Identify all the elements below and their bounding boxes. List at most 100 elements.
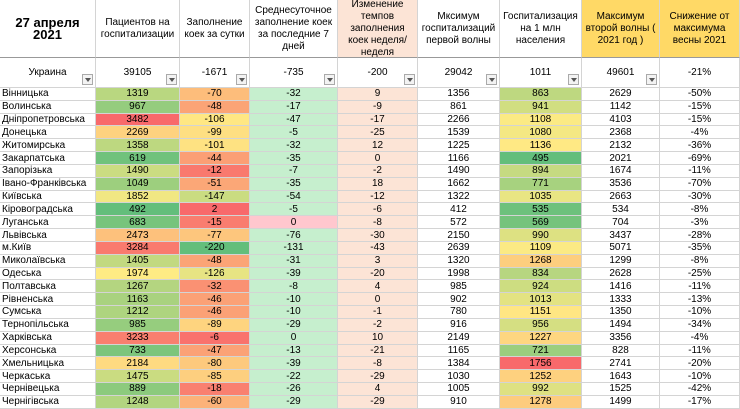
- cell-value: 910: [418, 395, 500, 409]
- cell-value: -10%: [660, 370, 740, 384]
- cell-value: 834: [500, 267, 582, 281]
- cell-value: 863: [500, 88, 582, 101]
- cell-value: -220: [180, 241, 250, 255]
- cell-value: -17: [250, 100, 338, 114]
- cell-value: 1319: [96, 88, 180, 101]
- cell-value: -10: [250, 293, 338, 307]
- cell-value: -8%: [660, 254, 740, 268]
- total-value: -1671: [180, 58, 250, 88]
- region-name: Миколаївська: [0, 254, 96, 268]
- cell-value: 9: [338, 88, 418, 101]
- cell-value: 861: [418, 100, 500, 114]
- cell-value: -48: [180, 100, 250, 114]
- cell-value: 956: [500, 318, 582, 332]
- cell-value: -35: [250, 177, 338, 191]
- cell-value: 780: [418, 306, 500, 319]
- cell-value: 1756: [500, 357, 582, 371]
- filter-button[interactable]: [82, 74, 93, 85]
- filter-button[interactable]: [166, 74, 177, 85]
- cell-value: -30%: [660, 190, 740, 204]
- cell-value: 1299: [582, 254, 660, 268]
- cell-value: -39: [250, 267, 338, 281]
- cell-value: 1225: [418, 139, 500, 153]
- cell-value: -18: [180, 383, 250, 396]
- column-header: Мксимум госпитализаций первой волны: [418, 0, 500, 58]
- cell-value: 1142: [582, 100, 660, 114]
- cell-value: -26: [250, 383, 338, 396]
- cell-value: -34%: [660, 318, 740, 332]
- cell-value: 3: [338, 254, 418, 268]
- filter-button[interactable]: [646, 74, 657, 85]
- cell-value: 1525: [582, 383, 660, 396]
- cell-value: -22: [250, 370, 338, 384]
- cell-value: -25: [338, 126, 418, 140]
- region-name: Рівненська: [0, 293, 96, 307]
- cell-value: -46: [180, 293, 250, 307]
- filter-button[interactable]: [324, 74, 335, 85]
- total-value: 39105: [96, 58, 180, 88]
- column-header: Максимум второй волны ( 2021 год ): [582, 0, 660, 58]
- filter-button[interactable]: [404, 74, 415, 85]
- cell-value: 990: [500, 229, 582, 242]
- cell-value: -8: [338, 216, 418, 230]
- cell-value: 985: [96, 318, 180, 332]
- cell-value: -15: [180, 216, 250, 230]
- cell-value: 1248: [96, 395, 180, 409]
- cell-value: 569: [500, 216, 582, 230]
- cell-value: -17: [338, 113, 418, 127]
- cell-value: 828: [582, 344, 660, 358]
- cell-value: 4: [338, 280, 418, 294]
- cell-value: -106: [180, 113, 250, 127]
- cell-value: -13%: [660, 293, 740, 307]
- cell-value: -70%: [660, 177, 740, 191]
- cell-value: 534: [582, 203, 660, 217]
- region-name: Київська: [0, 190, 96, 204]
- cell-value: 924: [500, 280, 582, 294]
- cell-value: -36%: [660, 139, 740, 153]
- cell-value: 1165: [418, 344, 500, 358]
- cell-value: -131: [250, 241, 338, 255]
- cell-value: -126: [180, 267, 250, 281]
- cell-value: -1: [338, 306, 418, 319]
- cell-value: 1494: [582, 318, 660, 332]
- filter-button[interactable]: [486, 74, 497, 85]
- cell-value: 2368: [582, 126, 660, 140]
- region-name: Хмельницька: [0, 357, 96, 371]
- cell-value: -17%: [660, 395, 740, 409]
- filter-button[interactable]: [236, 74, 247, 85]
- filter-button[interactable]: [568, 74, 579, 85]
- column-header: Изменение темпов заполнения коек неделя/…: [338, 0, 418, 58]
- cell-value: 2184: [96, 357, 180, 371]
- cell-value: -46: [180, 306, 250, 319]
- region-name: Чернівецька: [0, 383, 96, 396]
- cell-value: -20: [338, 267, 418, 281]
- cell-value: 535: [500, 203, 582, 217]
- region-name: Сумська: [0, 306, 96, 319]
- cell-value: 18: [338, 177, 418, 191]
- cell-value: 1475: [96, 370, 180, 384]
- cell-value: -15%: [660, 113, 740, 127]
- cell-value: 902: [418, 293, 500, 307]
- cell-value: -51: [180, 177, 250, 191]
- cell-value: 967: [96, 100, 180, 114]
- cell-value: -3%: [660, 216, 740, 230]
- region-name: Донецька: [0, 126, 96, 140]
- total-value: -735: [250, 58, 338, 88]
- cell-value: 1974: [96, 267, 180, 281]
- cell-value: -6: [338, 203, 418, 217]
- cell-value: 2741: [582, 357, 660, 371]
- cell-value: 1490: [418, 164, 500, 178]
- column-header: Среднесуточное заполнение коек за послед…: [250, 0, 338, 58]
- cell-value: 1358: [96, 139, 180, 153]
- cell-value: -31: [250, 254, 338, 268]
- cell-value: 1416: [582, 280, 660, 294]
- cell-value: 1356: [418, 88, 500, 101]
- cell-value: -44: [180, 152, 250, 165]
- region-name: Тернопільська: [0, 318, 96, 332]
- cell-value: 894: [500, 164, 582, 178]
- cell-value: -5: [250, 203, 338, 217]
- cell-value: 1490: [96, 164, 180, 178]
- cell-value: -32: [250, 88, 338, 101]
- cell-value: -32: [250, 139, 338, 153]
- cell-value: 1080: [500, 126, 582, 140]
